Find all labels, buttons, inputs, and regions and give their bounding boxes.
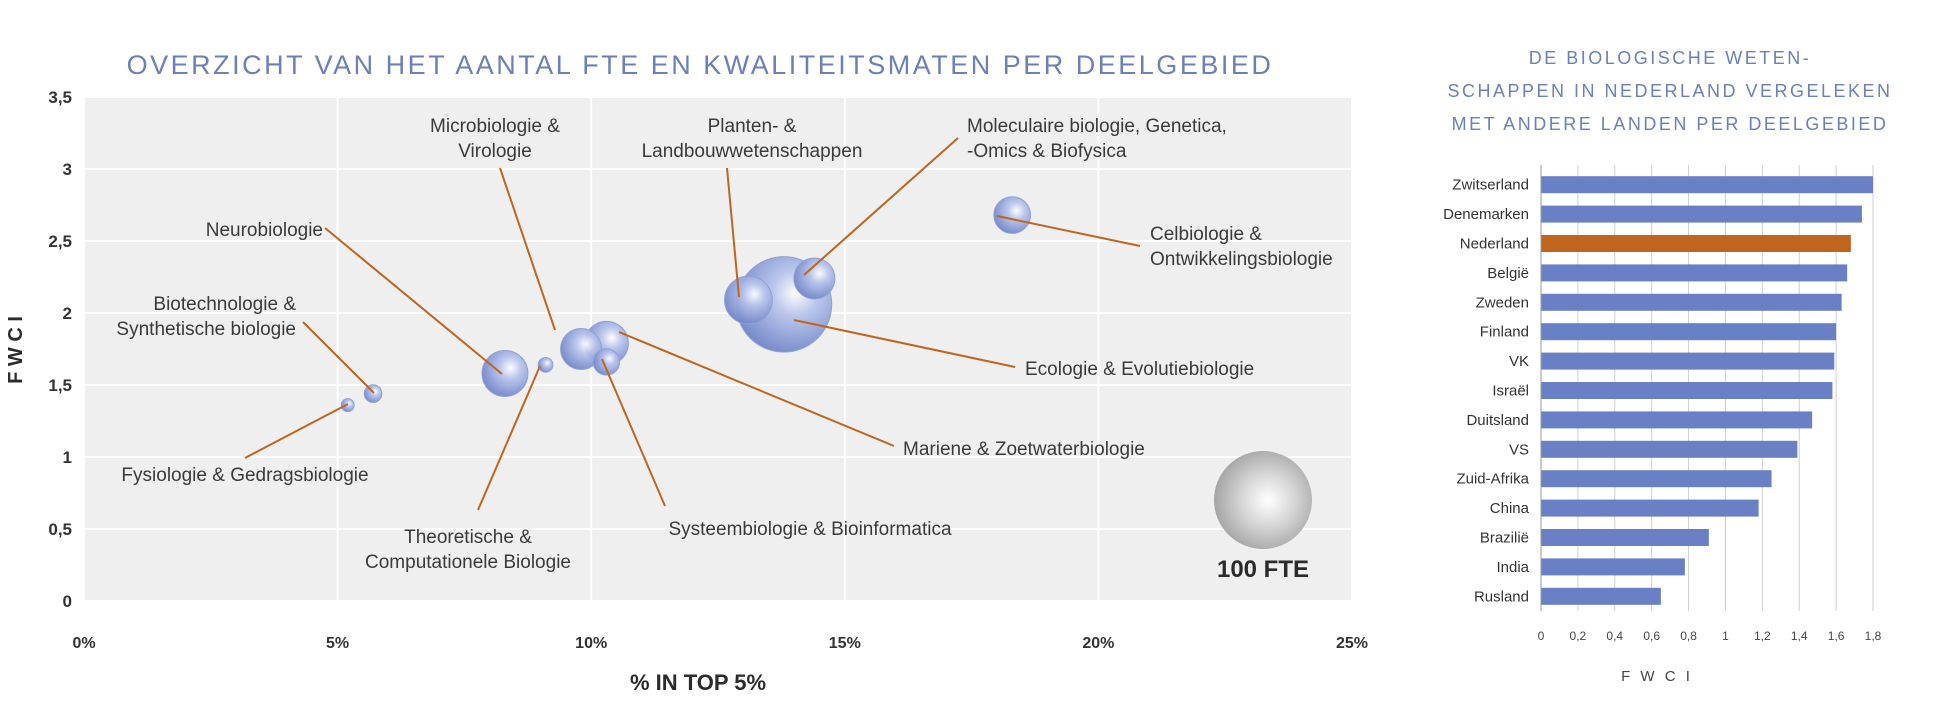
leader-line	[324, 227, 503, 375]
bar-vs	[1541, 440, 1798, 458]
bar-denemarken	[1541, 205, 1862, 223]
y-tick-label: 2,5	[48, 232, 72, 251]
bubble-label: Neurobiologie	[206, 220, 323, 241]
plot-area	[84, 97, 1352, 601]
bar-chart: 0 0,2 0,4 0,6 0,8 1 1,2 1,4 1,6 1,8 Zwitserland Den…	[1443, 165, 1882, 685]
x-tick-label: 5%	[326, 635, 349, 652]
bubble-chart-title: OVERZICHT VAN HET AANTAL FTE EN KWALITEI…	[126, 50, 1274, 80]
bubble-microbiologie-virologie	[560, 328, 603, 370]
bubble-label: Biotechnologie & Synthetische biologie	[116, 294, 296, 340]
bar-category-label: Nederland	[1460, 236, 1529, 253]
bar-chart-title: DE BIOLOGISCHE WETEN- SCHAPPEN IN NEDERL…	[1440, 42, 1900, 141]
bar-zuid-afrika	[1541, 470, 1772, 488]
bubble-chart: 0 0,5 1 1,5 2 2,5 3 3,5 0% 5% 10% 15% 20% 25% % IN TOP…	[5, 88, 1368, 695]
bar-category-label: India	[1496, 559, 1529, 576]
leader-line	[302, 321, 375, 394]
bar-x-tick-label: 1,2	[1754, 629, 1771, 643]
bar-category-label: Israël	[1492, 383, 1529, 400]
bubble-label: Mariene & Zoetwaterbiologie	[903, 439, 1145, 460]
bubble-label: Moleculaire biologie, Genetica, -Omics & …	[967, 116, 1227, 162]
bar-category-label: VS	[1509, 441, 1529, 458]
x-tick-label: 25%	[1336, 635, 1368, 652]
bar-category-label: Denemarken	[1443, 206, 1529, 223]
leader-line	[793, 319, 1016, 368]
leader-line	[601, 358, 666, 507]
leader-line	[499, 167, 556, 331]
y-axis-title: F W C I	[5, 316, 27, 384]
bar-x-tick-label: 0,2	[1570, 629, 1587, 643]
y-tick-label: 1	[63, 448, 72, 467]
x-tick-label: 10%	[575, 635, 607, 652]
bubble-label: Ecologie & Evolutiebiologie	[1025, 359, 1254, 380]
x-tick-label: 0%	[72, 635, 95, 652]
leader-line	[726, 167, 740, 298]
bar-zweden	[1541, 293, 1842, 311]
bar-category-label: Brazilië	[1480, 530, 1529, 547]
y-tick-label: 1,5	[48, 376, 72, 395]
bar-brazilië	[1541, 529, 1709, 546]
size-legend-bubble	[1214, 451, 1312, 549]
leader-line	[996, 215, 1141, 247]
bubble-biotechnologie-synthetische-biologie	[363, 384, 383, 403]
bar-category-label: Finland	[1480, 324, 1529, 341]
bar-category-label: Zweden	[1476, 294, 1529, 311]
bar-x-tick-label: 1,4	[1791, 629, 1808, 643]
bar-china	[1541, 499, 1759, 517]
bar-category-label: China	[1490, 500, 1530, 517]
bar-category-label: Zuid-Afrika	[1456, 471, 1529, 488]
bar-category-label: VK	[1509, 353, 1529, 370]
bar-rusland	[1541, 587, 1661, 605]
bar-x-tick-label: 0,8	[1680, 629, 1697, 643]
bubble-theoretische-computationele-biologie	[537, 356, 554, 373]
leader-line	[477, 365, 541, 511]
bar-x-tick-label: 0	[1538, 629, 1545, 643]
x-tick-label: 20%	[1082, 635, 1114, 652]
bar-nederland	[1541, 235, 1851, 252]
bubble-label: Theoretische & Computationele Biologie	[365, 527, 571, 573]
bar-chart-title-line: SCHAPPEN IN NEDERLAND VERGELEKEN	[1447, 81, 1893, 101]
bar-x-tick-label: 1	[1722, 629, 1729, 643]
bar-x-axis-title: F W C I	[1621, 668, 1693, 685]
bar-chart-title-line: DE BIOLOGISCHE WETEN-	[1528, 48, 1812, 68]
bar-finland	[1541, 323, 1837, 341]
bubble-label: Planten- & Landbouwwetenschappen	[642, 116, 863, 162]
bar-vk	[1541, 352, 1835, 370]
bubble-label: Systeembiologie & Bioinformatica	[668, 519, 951, 540]
size-legend-label: 100 FTE	[1217, 556, 1309, 583]
leader-line	[618, 331, 895, 447]
bar-x-tick-label: 1,6	[1828, 629, 1845, 643]
y-tick-label: 0,5	[48, 520, 72, 539]
bar-category-label: Duitsland	[1466, 412, 1529, 429]
y-tick-label: 0	[63, 592, 72, 611]
y-tick-label: 3,5	[48, 88, 72, 107]
bar-zwitserland	[1541, 176, 1873, 194]
bar-category-label: Rusland	[1474, 588, 1529, 605]
bar-duitsland	[1541, 411, 1813, 429]
leader-line	[244, 403, 349, 459]
bar-category-label: België	[1487, 265, 1529, 282]
bar-india	[1541, 558, 1685, 576]
bubble-label: Fysiologie & Gedragsbiologie	[121, 465, 368, 486]
bar-chart-title-line: MET ANDERE LANDEN PER DEELGEBIED	[1451, 114, 1889, 134]
bar-x-tick-label: 0,4	[1606, 629, 1623, 643]
bubble-moleculaire-biologie-genetica-omics-biofysica	[793, 257, 836, 300]
bar-israël	[1541, 382, 1833, 399]
x-axis-title: % IN TOP 5%	[630, 670, 766, 695]
bar-category-label: Zwitserland	[1452, 177, 1529, 194]
bubble-systeembiologie-bioinformatica	[592, 348, 621, 376]
bubble-label: Celbiologie & Ontwikkelingsbiologie	[1150, 224, 1333, 270]
bubble-neurobiologie	[481, 349, 529, 397]
x-tick-label: 15%	[829, 635, 861, 652]
bubble-celbiologie-ontwikkelingsbiologie	[993, 196, 1032, 234]
bar-belgië	[1541, 264, 1848, 282]
bar-x-tick-label: 0,6	[1643, 629, 1660, 643]
bar-x-tick-label: 1,8	[1865, 629, 1882, 643]
bubble-label: Microbiologie & Virologie	[430, 116, 560, 162]
y-tick-label: 3	[63, 160, 72, 179]
bubble-planten-landbouwwetenschappen	[724, 275, 773, 325]
y-tick-label: 2	[63, 304, 72, 323]
leader-line	[803, 137, 959, 276]
